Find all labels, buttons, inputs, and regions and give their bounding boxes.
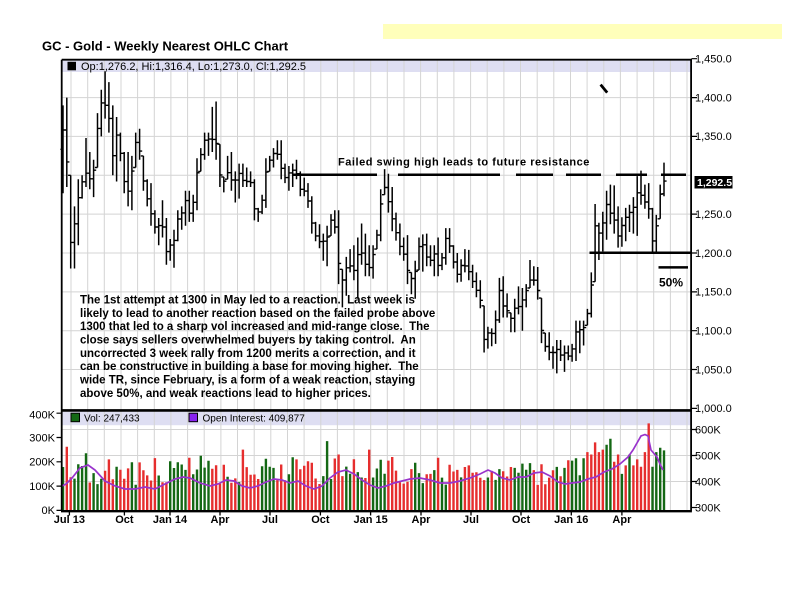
svg-text:Open Interest: 409,877: Open Interest: 409,877 (203, 413, 306, 424)
svg-text:300K: 300K (29, 432, 55, 444)
svg-text:GC - Gold - Weekly Nearest OHL: GC - Gold - Weekly Nearest OHLC Chart (42, 39, 289, 54)
svg-text:300K: 300K (695, 502, 721, 514)
svg-text:Failed swing high leads to fut: Failed swing high leads to future resist… (338, 157, 590, 169)
svg-text:Oct: Oct (512, 514, 531, 526)
svg-text:600K: 600K (695, 424, 721, 436)
svg-text:can be constructive in buildin: can be constructive in building a base f… (80, 361, 419, 373)
svg-text:Vol: 247,433: Vol: 247,433 (84, 413, 140, 424)
svg-text:Apr: Apr (612, 514, 632, 526)
svg-text:500K: 500K (695, 450, 721, 462)
svg-text:1,050.0: 1,050.0 (695, 364, 732, 376)
svg-text:Apr: Apr (412, 514, 432, 526)
svg-text:1,200.0: 1,200.0 (695, 248, 732, 260)
svg-text:Jul: Jul (463, 514, 479, 526)
svg-text:close says sellers overwhelmed: close says sellers overwhelmed buyers by… (80, 335, 416, 347)
svg-text:1,450.0: 1,450.0 (695, 54, 732, 66)
svg-text:Jul: Jul (262, 514, 278, 526)
svg-text:200K: 200K (29, 457, 55, 469)
svg-text:50%: 50% (659, 276, 683, 290)
svg-text:1,400.0: 1,400.0 (695, 92, 732, 104)
svg-text:1,150.0: 1,150.0 (695, 287, 732, 299)
svg-text:100K: 100K (29, 481, 55, 493)
svg-text:uncorrected 3 week rally from: uncorrected 3 week rally from 1200 merit… (80, 348, 416, 360)
svg-text:Apr: Apr (211, 514, 231, 526)
svg-text:Oct: Oct (115, 514, 134, 526)
svg-text:400K: 400K (29, 409, 55, 421)
svg-text:1,000.0: 1,000.0 (695, 403, 732, 415)
svg-text:Jan 16: Jan 16 (554, 514, 588, 526)
svg-text:1,350.0: 1,350.0 (695, 131, 732, 143)
svg-text:400K: 400K (695, 476, 721, 488)
svg-text:Op:1,276.2, Hi:1,316.4, Lo:1,2: Op:1,276.2, Hi:1,316.4, Lo:1,273.0, Cl:1… (81, 61, 306, 73)
svg-text:wide TR, since February, is a: wide TR, since February, is a form of a … (79, 375, 415, 387)
svg-text:1,292.5: 1,292.5 (697, 177, 732, 189)
svg-text:1300 that led to a sharp vol i: 1300 that led to a sharp vol increased a… (80, 321, 430, 333)
svg-text:1,250.0: 1,250.0 (695, 209, 732, 221)
svg-text:Jan 15: Jan 15 (353, 514, 387, 526)
svg-text:Jan 14: Jan 14 (153, 514, 188, 526)
svg-text:Oct: Oct (311, 514, 330, 526)
svg-text:0K: 0K (42, 505, 56, 517)
svg-text:1,100.0: 1,100.0 (695, 326, 732, 338)
svg-text:likely to lead to another reac: likely to lead to another reaction based… (80, 308, 435, 320)
svg-text:above 50%, and weak reactions: above 50%, and weak reactions lead to hi… (80, 388, 371, 400)
svg-text:Jul 13: Jul 13 (54, 514, 85, 526)
svg-text:The 1st attempt at 1300 in May: The 1st attempt at 1300 in May led to a … (80, 295, 415, 307)
